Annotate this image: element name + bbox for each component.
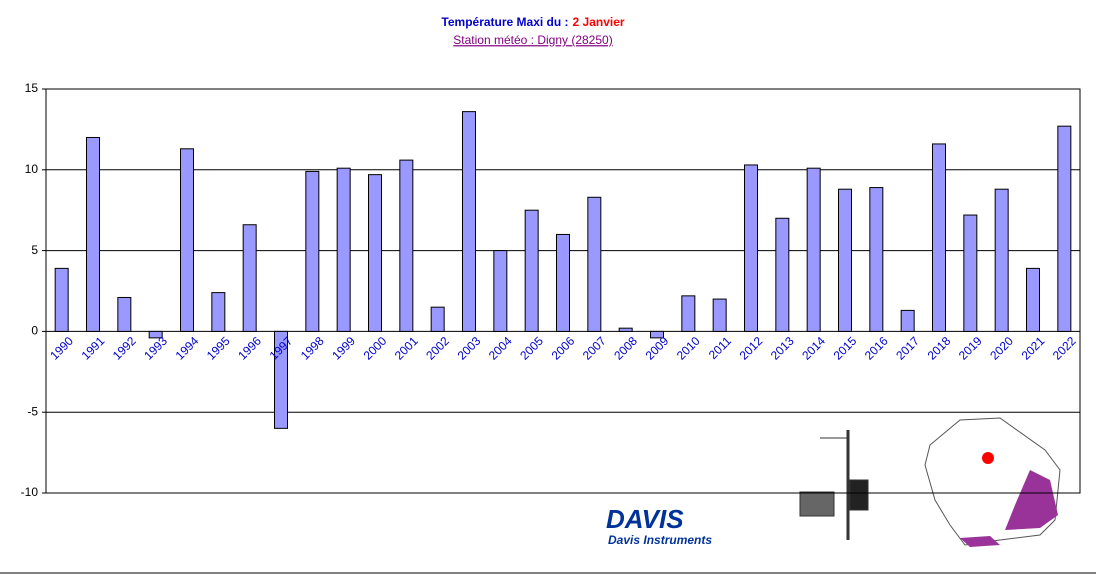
x-tick-label: 2018 xyxy=(925,334,954,363)
y-tick-label: 10 xyxy=(25,162,39,176)
bar xyxy=(806,167,821,332)
bar xyxy=(650,330,664,339)
map-image xyxy=(924,417,1061,547)
bar xyxy=(1057,125,1072,332)
y-tick-label: -5 xyxy=(27,404,38,418)
logo-sub: Davis Instruments xyxy=(608,533,712,547)
bar xyxy=(117,296,132,332)
x-tick-label: 2019 xyxy=(956,334,985,363)
bar xyxy=(305,170,320,332)
bar xyxy=(399,159,414,332)
bar xyxy=(211,292,226,332)
bar xyxy=(368,174,382,332)
x-tick-label: 1992 xyxy=(110,334,139,363)
bar xyxy=(712,298,727,332)
x-tick-label: 2006 xyxy=(549,334,578,363)
bar xyxy=(148,330,163,339)
bar xyxy=(524,209,539,332)
chart-title: Température Maxi du : 2 Janvier xyxy=(441,15,625,29)
x-tick-label: 2007 xyxy=(580,334,609,363)
y-tick-label: 15 xyxy=(25,81,39,95)
bar xyxy=(462,111,476,332)
x-tick-label: 2012 xyxy=(737,334,766,363)
x-tick-label: 2009 xyxy=(643,334,672,363)
station-image-bg xyxy=(778,415,914,545)
x-tick-label: 1999 xyxy=(329,334,358,363)
bar xyxy=(869,187,884,332)
x-tick-label: 2008 xyxy=(611,334,640,363)
y-tick-label: 0 xyxy=(31,324,38,338)
title-main: Température Maxi du : xyxy=(441,15,568,29)
y-tick-label: -10 xyxy=(21,485,39,499)
bar xyxy=(274,330,288,429)
x-tick-label: 2015 xyxy=(831,334,860,363)
x-tick-label: 1996 xyxy=(235,334,264,363)
x-tick-label: 2021 xyxy=(1019,334,1048,363)
x-tick-label: 2022 xyxy=(1050,334,1079,363)
x-tick-label: 2000 xyxy=(361,334,390,363)
x-tick-label: 1998 xyxy=(298,334,327,363)
bar xyxy=(86,136,100,332)
bar xyxy=(242,224,257,332)
x-tick-label: 2002 xyxy=(423,334,452,363)
bar xyxy=(1026,267,1040,332)
bar xyxy=(775,217,790,332)
x-tick-label: 2017 xyxy=(893,334,922,363)
bar xyxy=(587,196,602,332)
x-tick-label: 2003 xyxy=(455,334,484,363)
logo-brand: DAVIS xyxy=(606,504,684,534)
x-tick-label: 2016 xyxy=(862,334,891,363)
bar xyxy=(493,250,508,332)
title-date: 2 Janvier xyxy=(573,15,625,29)
bar xyxy=(838,188,852,332)
x-tick-label: 1990 xyxy=(47,334,76,363)
bar xyxy=(994,188,1009,332)
x-tick-label: 1991 xyxy=(79,334,108,363)
x-tick-label: 2014 xyxy=(799,334,828,363)
bar xyxy=(556,233,570,332)
bar xyxy=(618,327,633,332)
chart-subtitle: Station météo : Digny (28250) xyxy=(453,33,612,47)
x-tick-label: 1993 xyxy=(141,334,170,363)
bar xyxy=(54,267,69,332)
bar xyxy=(681,295,696,332)
bar xyxy=(744,164,758,332)
x-tick-label: 2001 xyxy=(392,334,421,363)
x-tick-label: 2004 xyxy=(486,334,515,363)
bar xyxy=(900,309,915,332)
station-image xyxy=(799,430,869,540)
x-tick-label: 2013 xyxy=(768,334,797,363)
x-tick-label: 2010 xyxy=(674,334,703,363)
y-tick-label: 5 xyxy=(31,243,38,257)
bar xyxy=(963,214,978,332)
x-tick-label: 2011 xyxy=(706,334,734,362)
bar xyxy=(180,148,194,332)
x-tick-label: 2005 xyxy=(517,334,546,363)
x-tick-label: 1994 xyxy=(173,334,202,363)
bar xyxy=(430,306,445,332)
bar xyxy=(932,143,946,332)
bar xyxy=(336,167,351,332)
x-tick-label: 1995 xyxy=(204,334,233,363)
x-tick-label: 2020 xyxy=(987,334,1016,363)
